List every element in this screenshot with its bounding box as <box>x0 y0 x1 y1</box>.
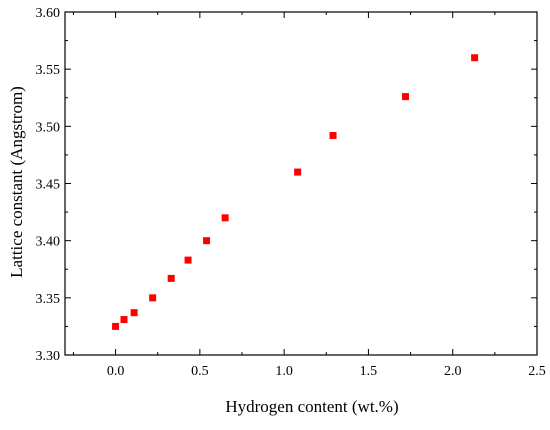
data-point <box>112 322 120 330</box>
data-point <box>120 316 128 324</box>
data-point <box>130 309 138 317</box>
data-point <box>471 54 479 62</box>
x-tick-label: 2.5 <box>528 364 546 379</box>
y-tick-label: 3.45 <box>36 178 61 193</box>
y-tick-label: 3.55 <box>36 63 61 78</box>
data-point <box>329 131 337 139</box>
y-tick-label: 3.40 <box>36 235 61 250</box>
x-tick-label: 2.0 <box>444 364 462 379</box>
x-tick-label: 1.0 <box>275 364 293 379</box>
y-axis-title: Lattice constant (Angstrom) <box>7 86 26 278</box>
x-tick-label: 0.5 <box>191 364 209 379</box>
data-point <box>149 294 157 302</box>
x-tick-label: 0.0 <box>107 364 125 379</box>
y-tick-label: 3.50 <box>36 120 61 135</box>
data-point <box>294 168 302 176</box>
y-tick-label: 3.30 <box>36 349 61 364</box>
y-tick-label: 3.60 <box>36 6 61 21</box>
x-tick-label: 1.5 <box>360 364 378 379</box>
y-tick-label: 3.35 <box>36 292 61 307</box>
plot-frame <box>64 11 538 356</box>
data-point <box>203 237 211 245</box>
data-point <box>167 274 175 282</box>
x-axis-title: Hydrogen content (wt.%) <box>225 397 398 416</box>
data-point <box>221 214 229 222</box>
data-point <box>184 256 192 264</box>
data-point <box>402 93 410 101</box>
